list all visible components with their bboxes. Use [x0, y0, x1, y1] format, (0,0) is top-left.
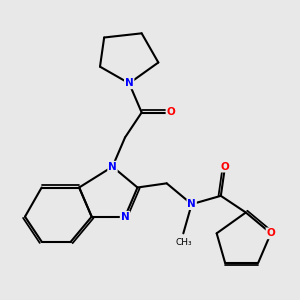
Text: N: N	[125, 78, 134, 88]
Text: O: O	[266, 228, 275, 238]
Text: N: N	[108, 162, 117, 172]
Text: O: O	[220, 162, 230, 172]
Text: N: N	[121, 212, 129, 222]
Text: CH₃: CH₃	[175, 238, 192, 247]
Text: O: O	[167, 107, 175, 118]
Text: N: N	[187, 199, 196, 209]
